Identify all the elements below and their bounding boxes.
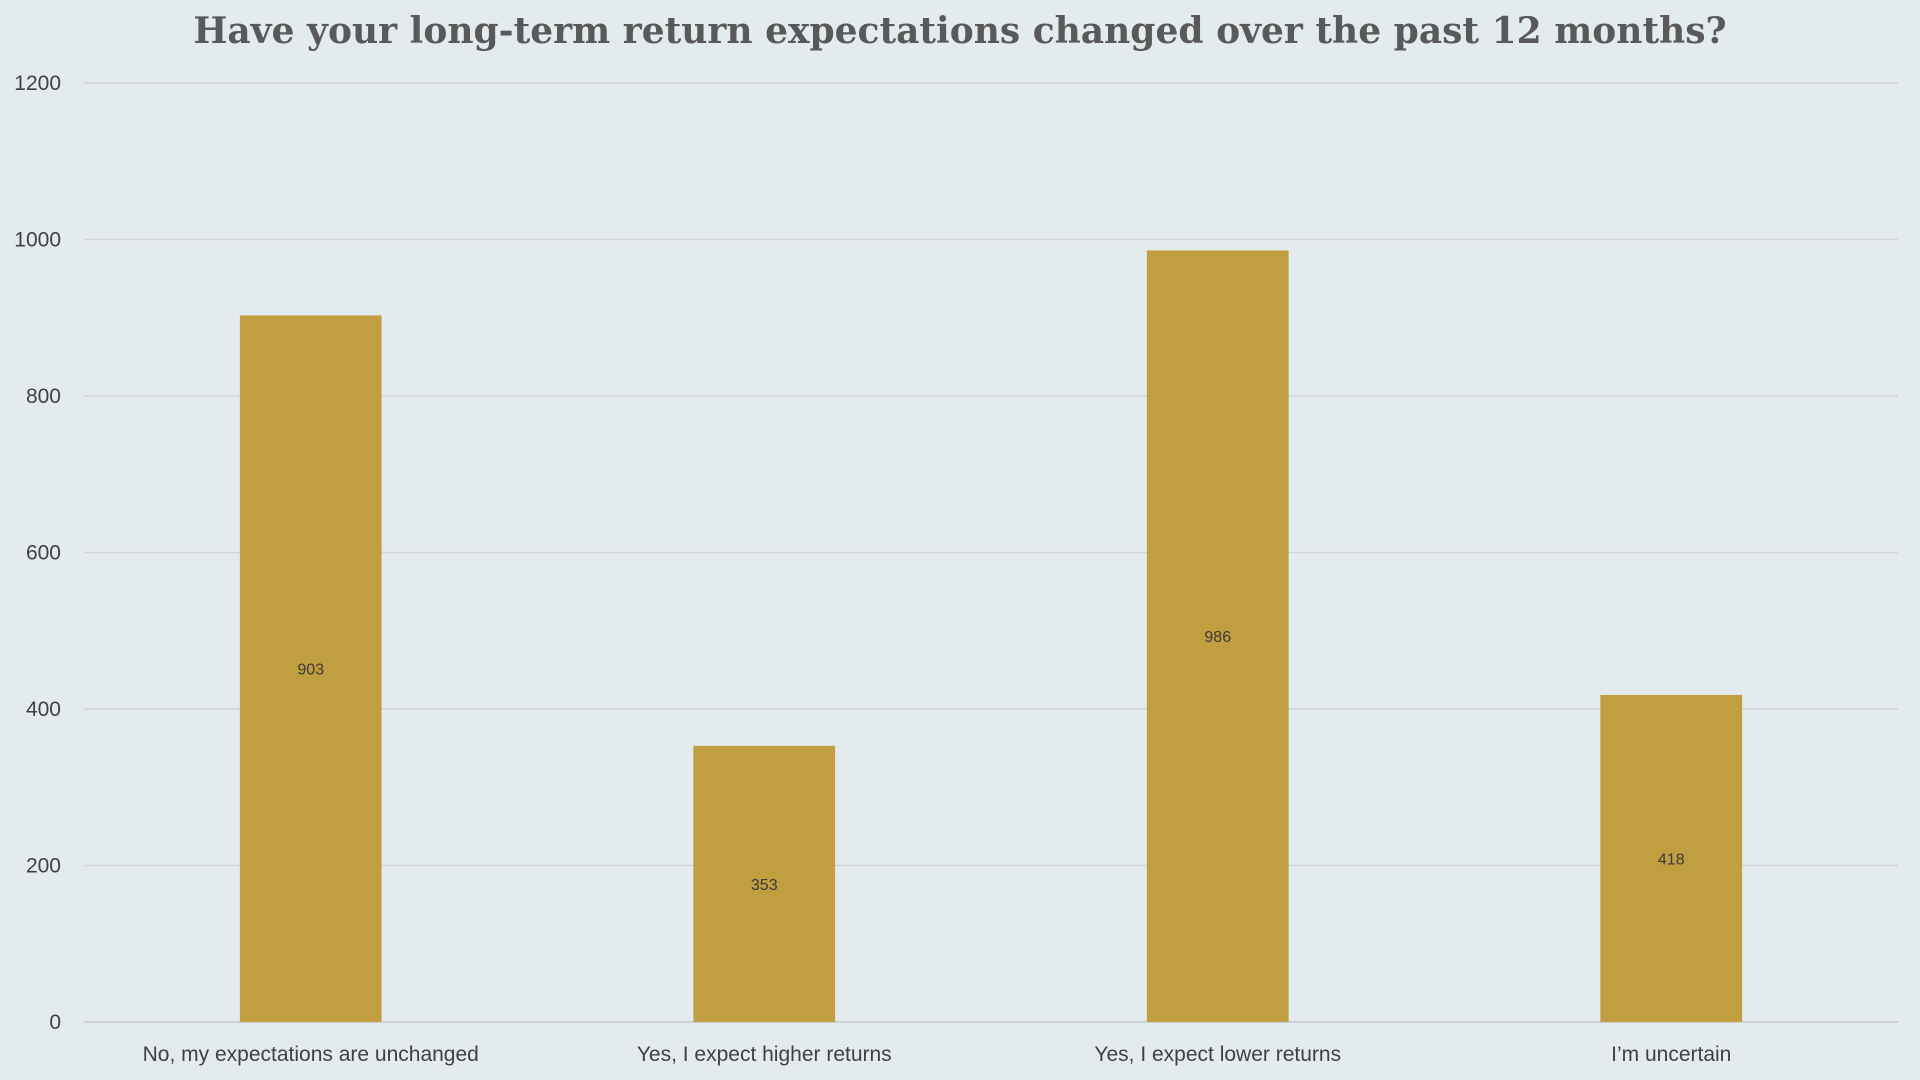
x-tick-label: No, my expectations are unchanged [143, 1043, 479, 1066]
x-tick-label: Yes, I expect higher returns [637, 1043, 892, 1066]
y-axis-ticks: 0 200 400 600 800 1000 1200 [14, 72, 61, 1034]
chart-title: Have your long-term return expectations … [193, 10, 1727, 52]
bar [1600, 694, 1743, 1022]
data-label: 986 [1204, 629, 1231, 646]
y-tick-label: 1200 [14, 72, 61, 95]
y-tick-label: 0 [49, 1011, 61, 1034]
bar [693, 745, 836, 1022]
bar [1146, 250, 1289, 1022]
y-tick-label: 400 [26, 698, 61, 721]
x-tick-label: I’m uncertain [1611, 1043, 1731, 1066]
y-tick-label: 600 [26, 542, 61, 565]
data-labels: 903 353 986 418 [297, 629, 1684, 894]
y-tick-label: 800 [26, 385, 61, 408]
bar [239, 315, 382, 1023]
data-label: 418 [1658, 851, 1685, 868]
bars [239, 250, 1743, 1023]
data-label: 903 [297, 662, 324, 679]
gridlines [84, 82, 1898, 1023]
x-axis-ticks: No, my expectations are unchanged Yes, I … [143, 1043, 1732, 1066]
data-label: 353 [751, 877, 778, 894]
y-tick-label: 200 [26, 855, 61, 878]
y-tick-label: 1000 [14, 229, 61, 252]
x-tick-label: Yes, I expect lower returns [1094, 1043, 1341, 1066]
